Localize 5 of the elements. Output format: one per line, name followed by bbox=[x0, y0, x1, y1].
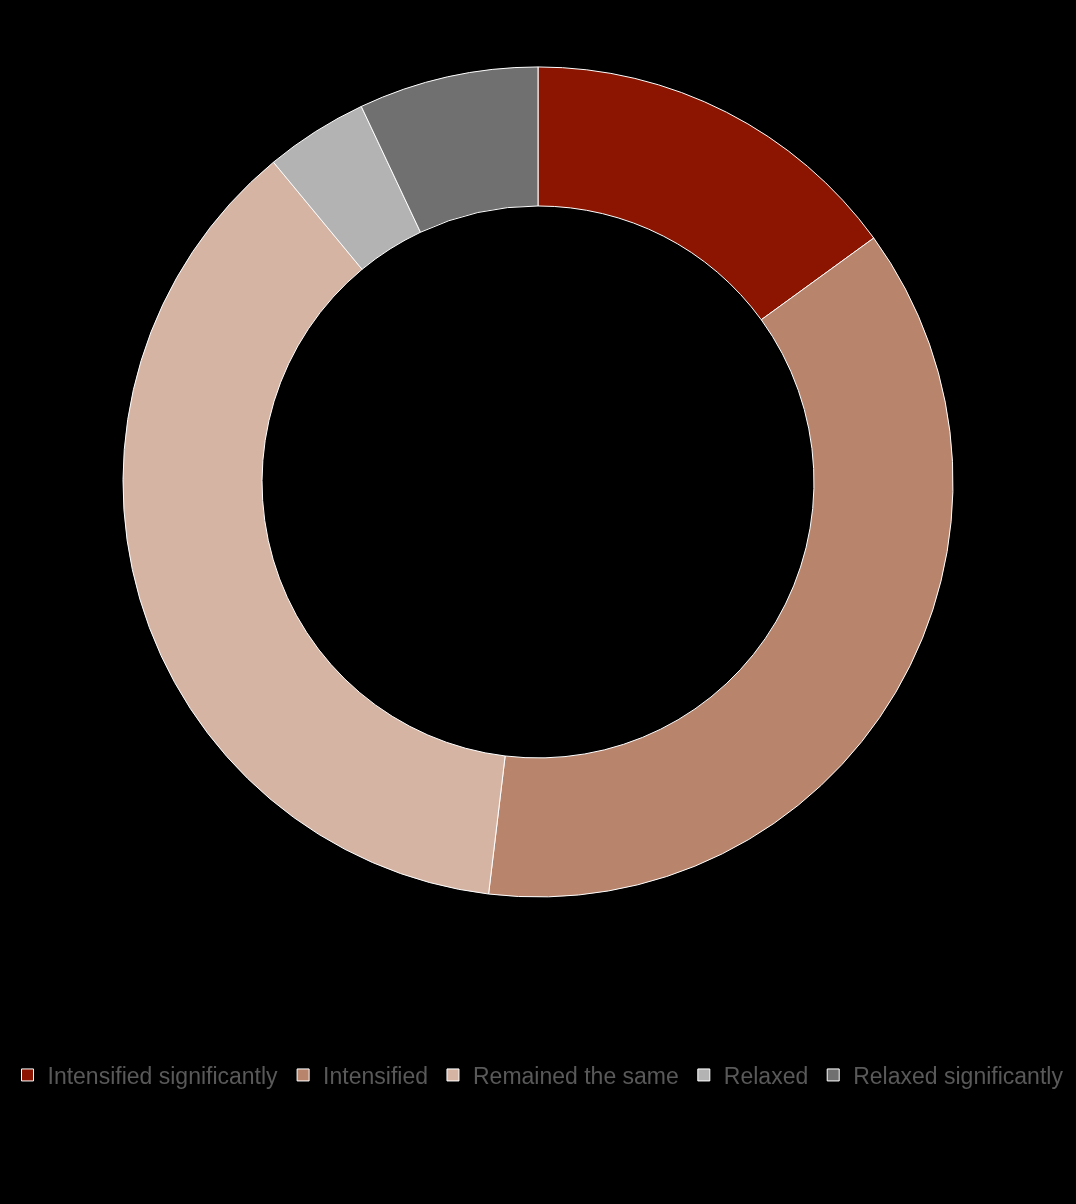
legend-label: Relaxed bbox=[723, 1062, 809, 1089]
legend-label: Intensified significantly bbox=[47, 1062, 279, 1089]
legend-label: Remained the same bbox=[472, 1062, 679, 1089]
legend-label: Intensified bbox=[323, 1062, 428, 1089]
legend-label: Relaxed significantly bbox=[853, 1062, 1064, 1089]
